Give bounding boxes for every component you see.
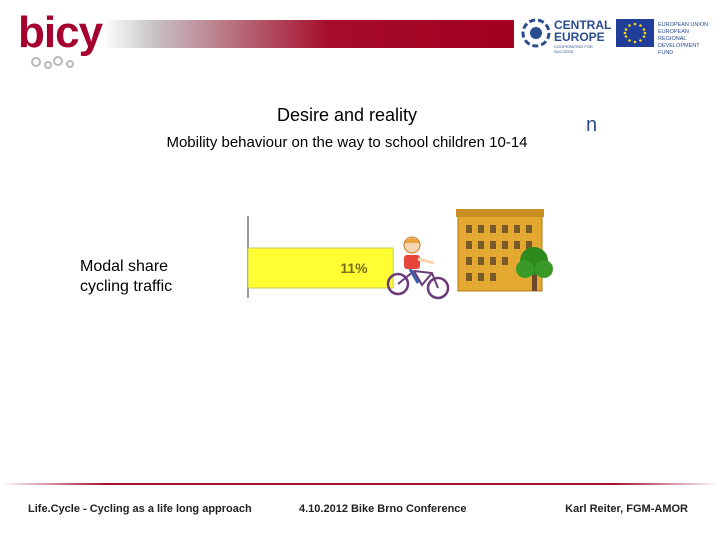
footer-divider <box>0 483 720 485</box>
cyclist-icon <box>388 237 448 298</box>
eu-flag-icon <box>616 19 656 49</box>
ce-name-line2: EUROPE <box>554 31 605 43</box>
modal-share-bar-chart: 11% <box>238 214 398 304</box>
eu-text: EUROPEAN UNION EUROPEAN REGIONAL DEVELOP… <box>658 22 714 57</box>
bar-category-label-line2: cycling traffic <box>80 277 172 297</box>
bar-category-label-line1: Modal share <box>80 257 172 277</box>
bar-0 <box>248 248 393 288</box>
bicy-logo: bicy <box>18 10 108 70</box>
stray-glyph: n <box>586 114 597 137</box>
cyclist-school-illustration <box>382 205 562 305</box>
bar-value-label-0: 11% <box>340 260 368 276</box>
slide-header: bicy CENTRAL EUROPE COOPERATING FOR SUCC… <box>0 0 720 70</box>
footer-right-text: Karl Reiter, FGM-AMOR <box>565 503 688 515</box>
footer-left-text: Life.Cycle - Cycling as a life long appr… <box>28 503 252 515</box>
central-europe-logo: CENTRAL EUROPE COOPERATING FOR SUCCESS <box>520 16 612 52</box>
eu-regional-fund-logo: EUROPEAN UNION EUROPEAN REGIONAL DEVELOP… <box>616 16 716 52</box>
bar-category-label: Modal share cycling traffic <box>80 257 172 297</box>
header-red-bar <box>104 20 514 48</box>
logo-wheels-icon <box>18 10 108 70</box>
central-europe-emblem-icon <box>520 16 552 50</box>
ce-sub: COOPERATING FOR SUCCESS <box>554 44 612 54</box>
footer-center-text: 4.10.2012 Bike Brno Conference <box>299 503 467 515</box>
